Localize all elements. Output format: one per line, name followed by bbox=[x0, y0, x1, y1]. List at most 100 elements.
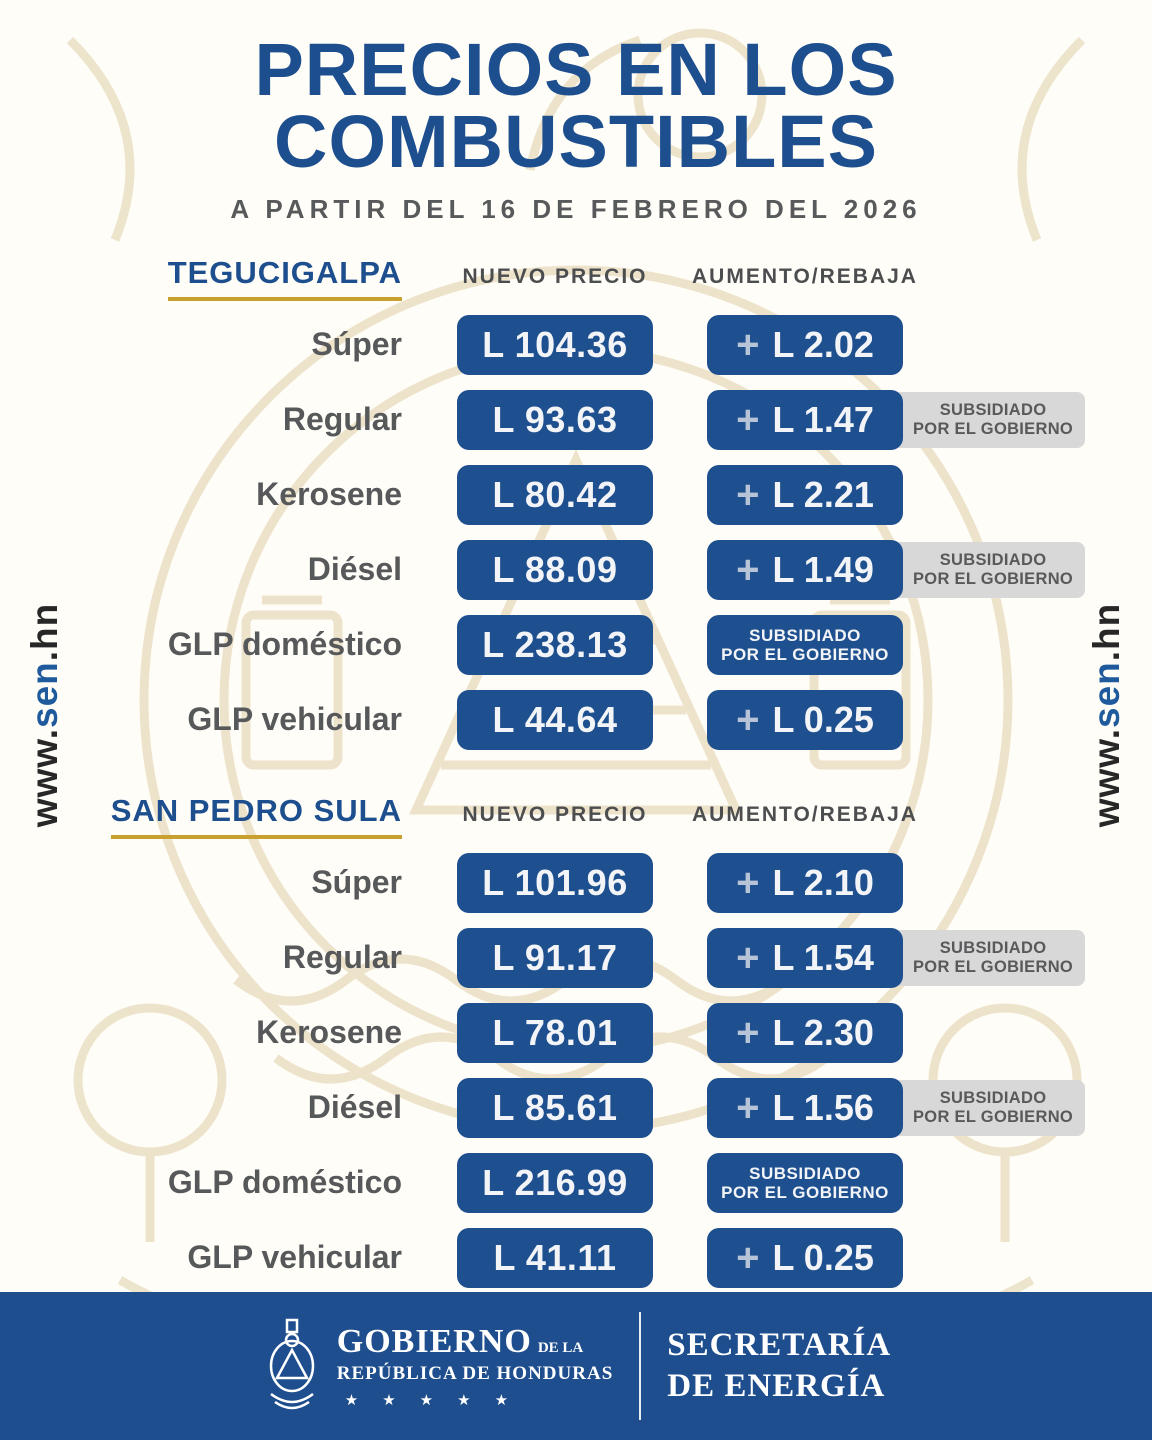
subsidized-badge-line-1: SUBSIDIADO bbox=[939, 1088, 1047, 1107]
subsidized-badge: SUBSIDIADO POR EL GOBIERNO bbox=[893, 1079, 1086, 1136]
fuel-row: Súper L 101.96 + L 2.10 SUBSIDIADO POR E… bbox=[2, 852, 1152, 913]
change-pill: + L 2.02 bbox=[707, 314, 903, 375]
change-value: L 1.49 bbox=[772, 548, 874, 590]
fuel-row: GLP vehicular L 41.11 + L 0.25 SUBSIDIAD… bbox=[2, 1227, 1152, 1288]
change-value: L 0.25 bbox=[772, 698, 874, 740]
fuel-name: Kerosene bbox=[256, 476, 402, 513]
new-price-pill: L 238.13 bbox=[457, 614, 653, 675]
new-price-pill: L 91.17 bbox=[457, 927, 653, 988]
change-pill: + L 1.49 bbox=[707, 539, 903, 600]
change-cell: + L 1.56 SUBSIDIADO POR EL GOBIERNO SUBS… bbox=[707, 1077, 1086, 1138]
subsidized-pill: SUBSIDIADO POR EL GOBIERNO bbox=[707, 1152, 903, 1213]
footer-divider bbox=[639, 1312, 642, 1420]
plus-icon: + bbox=[736, 1085, 760, 1130]
subsidized-badge-line-2: POR EL GOBIERNO bbox=[913, 1107, 1074, 1126]
city-price-section: TEGUCIGALPA NUEVO PRECIO AUMENTO/REBAJA … bbox=[2, 253, 1152, 750]
plus-icon: + bbox=[736, 547, 760, 592]
subsidized-pill: SUBSIDIADO POR EL GOBIERNO bbox=[707, 614, 903, 675]
fuel-row: Diésel L 85.61 + L 1.56 SUBSIDIADO POR E… bbox=[2, 1077, 1152, 1138]
change-pill: + L 1.47 bbox=[707, 389, 903, 450]
fuel-row: GLP vehicular L 44.64 + L 0.25 SUBSIDIAD… bbox=[2, 689, 1152, 750]
change-cell: SUBSIDIADO POR EL GOBIERNO SUBSIDIADO PO… bbox=[707, 614, 903, 675]
change-value: L 0.25 bbox=[772, 1236, 874, 1278]
new-price-pill: L 93.63 bbox=[457, 389, 653, 450]
plus-icon: + bbox=[736, 860, 760, 905]
url-prefix: www. bbox=[1086, 728, 1127, 828]
fuel-name: GLP doméstico bbox=[167, 1164, 402, 1201]
column-header-change: AUMENTO/REBAJA bbox=[692, 802, 918, 826]
fuel-row: GLP doméstico L 216.99 SUBSIDIADO POR EL… bbox=[2, 1152, 1152, 1213]
new-price-pill: L 78.01 bbox=[457, 1002, 653, 1063]
gobierno-text-block: GOBIERNO DE LA REPÚBLICA DE HONDURAS ★★★★… bbox=[337, 1323, 613, 1409]
secretaria-line-1: SECRETARÍA bbox=[667, 1326, 892, 1363]
secretaria-line-2: DE ENERGÍA bbox=[667, 1368, 886, 1404]
change-cell: + L 1.54 SUBSIDIADO POR EL GOBIERNO SUBS… bbox=[707, 927, 1086, 988]
new-price-value: L 238.13 bbox=[482, 623, 628, 665]
subsidized-badge-line-2: POR EL GOBIERNO bbox=[913, 419, 1074, 438]
new-price-value: L 44.64 bbox=[492, 698, 618, 740]
change-value: L 2.30 bbox=[772, 1011, 874, 1053]
new-price-pill: L 41.11 bbox=[457, 1227, 653, 1288]
url-highlight: sen bbox=[24, 661, 65, 728]
new-price-value: L 93.63 bbox=[492, 398, 618, 440]
change-pill: + L 2.10 bbox=[707, 852, 903, 913]
change-pill: + L 2.30 bbox=[707, 1002, 903, 1063]
change-pill: + L 1.56 bbox=[707, 1077, 903, 1138]
new-price-pill: L 88.09 bbox=[457, 539, 653, 600]
new-price-value: L 216.99 bbox=[482, 1161, 628, 1203]
city-cell: TEGUCIGALPA bbox=[2, 255, 432, 301]
change-cell: + L 1.47 SUBSIDIADO POR EL GOBIERNO SUBS… bbox=[707, 389, 1086, 450]
change-cell: + L 1.49 SUBSIDIADO POR EL GOBIERNO SUBS… bbox=[707, 539, 1086, 600]
new-price-value: L 41.11 bbox=[493, 1236, 617, 1278]
subsidized-badge: SUBSIDIADO POR EL GOBIERNO bbox=[893, 541, 1086, 598]
change-cell: + L 0.25 SUBSIDIADO POR EL GOBIERNO SUBS… bbox=[707, 689, 903, 750]
new-price-value: L 85.61 bbox=[492, 1086, 618, 1128]
plus-icon: + bbox=[736, 322, 760, 367]
fuel-name: Diésel bbox=[307, 551, 402, 588]
column-header-new-price: NUEVO PRECIO bbox=[462, 802, 648, 826]
fuel-row: Kerosene L 78.01 + L 2.30 SUBSIDIADO POR… bbox=[2, 1002, 1152, 1063]
change-value: L 1.54 bbox=[772, 936, 874, 978]
city-name: TEGUCIGALPA bbox=[167, 255, 402, 301]
fuel-name: Súper bbox=[311, 326, 402, 363]
website-url-left: www.sen.hn bbox=[24, 603, 66, 828]
fuel-name: GLP vehicular bbox=[187, 1239, 402, 1276]
honduras-coat-of-arms-icon bbox=[269, 1318, 315, 1410]
subsidized-pill-line-1: SUBSIDIADO bbox=[749, 625, 861, 645]
fuel-rows: Súper L 101.96 + L 2.10 SUBSIDIADO POR E… bbox=[2, 852, 1152, 1288]
subsidized-badge-line-2: POR EL GOBIERNO bbox=[913, 569, 1074, 588]
website-url-right: www.sen.hn bbox=[1086, 603, 1128, 828]
column-header-new-price: NUEVO PRECIO bbox=[462, 264, 648, 288]
fuel-name: Kerosene bbox=[256, 1014, 402, 1051]
section-header-row: SAN PEDRO SULA NUEVO PRECIO AUMENTO/REBA… bbox=[2, 791, 1152, 839]
fuel-name: Súper bbox=[311, 864, 402, 901]
government-footer: GOBIERNO DE LA REPÚBLICA DE HONDURAS ★★★★… bbox=[0, 1292, 1152, 1440]
fuel-rows: Súper L 104.36 + L 2.02 SUBSIDIADO POR E… bbox=[2, 314, 1152, 750]
column-header-change: AUMENTO/REBAJA bbox=[692, 264, 918, 288]
new-price-pill: L 44.64 bbox=[457, 689, 653, 750]
change-value: L 1.56 bbox=[772, 1086, 874, 1128]
change-cell: + L 2.02 SUBSIDIADO POR EL GOBIERNO SUBS… bbox=[707, 314, 903, 375]
de-la-label: DE LA bbox=[537, 1340, 584, 1356]
new-price-value: L 101.96 bbox=[482, 861, 628, 903]
subsidized-badge-line-2: POR EL GOBIERNO bbox=[913, 957, 1074, 976]
plus-icon: + bbox=[736, 935, 760, 980]
subsidized-pill-line-2: POR EL GOBIERNO bbox=[721, 644, 889, 664]
url-suffix: .hn bbox=[24, 602, 65, 662]
plus-icon: + bbox=[736, 697, 760, 742]
fuel-row: Kerosene L 80.42 + L 2.21 SUBSIDIADO POR… bbox=[2, 464, 1152, 525]
fuel-name: GLP doméstico bbox=[167, 626, 402, 663]
fuel-row: Súper L 104.36 + L 2.02 SUBSIDIADO POR E… bbox=[2, 314, 1152, 375]
subsidized-badge-line-1: SUBSIDIADO bbox=[939, 550, 1047, 569]
subsidized-badge: SUBSIDIADO POR EL GOBIERNO bbox=[893, 929, 1086, 986]
change-value: L 1.47 bbox=[772, 398, 874, 440]
republica-label: REPÚBLICA DE HONDURAS bbox=[336, 1363, 614, 1384]
section-gap bbox=[0, 765, 1152, 791]
change-value: L 2.10 bbox=[772, 861, 874, 903]
new-price-value: L 78.01 bbox=[492, 1011, 618, 1053]
change-pill: + L 2.21 bbox=[707, 464, 903, 525]
gobierno-label: GOBIERNO bbox=[336, 1323, 532, 1360]
plus-icon: + bbox=[736, 472, 760, 517]
poster-content: PRECIOS EN LOS COMBUSTIBLES A PARTIR DEL… bbox=[0, 33, 1152, 1288]
city-cell: SAN PEDRO SULA bbox=[2, 793, 432, 839]
